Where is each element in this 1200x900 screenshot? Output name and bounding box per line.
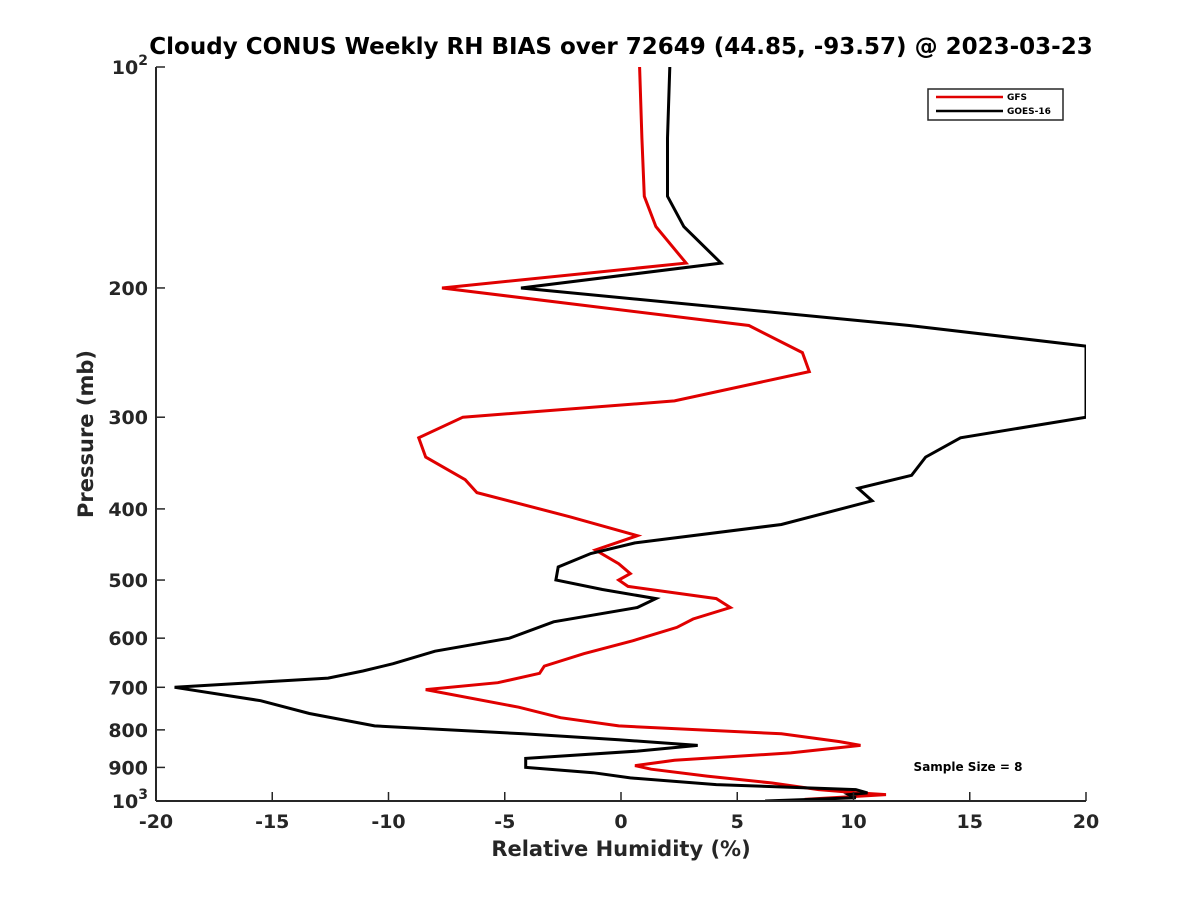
y-tick-label: 900 (108, 757, 148, 779)
x-tick-label: -20 (139, 811, 173, 833)
legend: GFS GOES-16 (927, 88, 1064, 121)
series-line-goes-16 (174, 67, 1086, 801)
y-tick-label: 600 (108, 628, 148, 650)
x-tick-label: 15 (957, 811, 983, 833)
plot-lines (174, 67, 1086, 801)
x-tick-label: 10 (840, 811, 866, 833)
y-tick-label: 400 (108, 499, 148, 521)
x-axis-label: Relative Humidity (%) (491, 837, 750, 861)
legend-box (927, 88, 1064, 121)
y-tick-label: 103 (112, 787, 148, 813)
y-tick-label: 500 (108, 570, 148, 592)
legend-label: GOES-16 (1007, 107, 1051, 117)
x-tick-label: 5 (731, 811, 744, 833)
series-line-gfs (416, 67, 887, 801)
x-tick-label: 20 (1073, 811, 1099, 833)
y-tick-label: 200 (108, 278, 148, 300)
sample-size-annotation: Sample Size = 8 (914, 760, 1023, 774)
chart-title: Cloudy CONUS Weekly RH BIAS over 72649 (… (149, 34, 1092, 60)
y-tick-label: 800 (108, 720, 148, 742)
y-axis-ticks: 102 200 300 400 500 600 700 800 900 103 (108, 53, 165, 813)
y-tick-label: 300 (108, 407, 148, 429)
x-axis-ticks: -20 -15 -10 -5 0 5 10 15 20 (139, 792, 1099, 833)
x-tick-label: -5 (494, 811, 515, 833)
x-tick-label: -15 (255, 811, 289, 833)
y-tick-label: 700 (108, 677, 148, 699)
legend-label: GFS (1007, 93, 1027, 103)
y-tick-label: 102 (112, 53, 148, 79)
y-axis-label: Pressure (mb) (74, 350, 98, 518)
x-tick-label: 0 (614, 811, 627, 833)
x-tick-label: -10 (371, 811, 405, 833)
